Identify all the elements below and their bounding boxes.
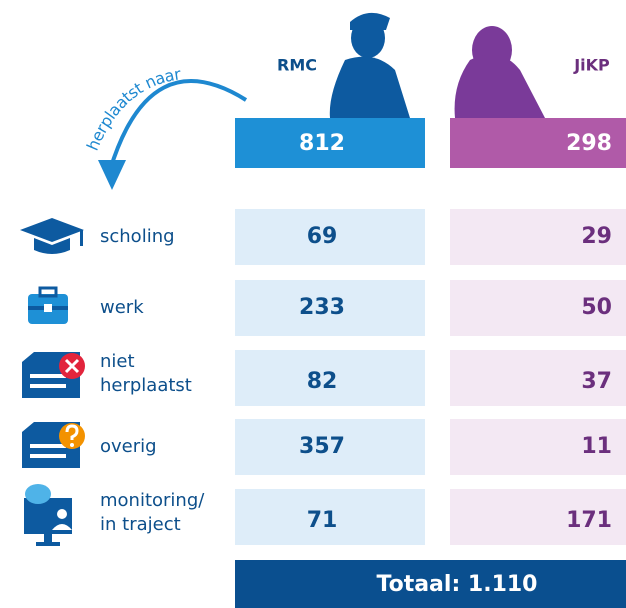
total-box — [235, 560, 626, 608]
row-label: monitoring/ — [100, 490, 205, 511]
rmc-value: 357 — [299, 434, 345, 459]
row-label: in traject — [100, 514, 181, 535]
icon-overig — [22, 422, 85, 468]
row-label: overig — [100, 436, 157, 457]
icon-monitoring — [24, 484, 72, 546]
rmc-cell — [235, 350, 425, 406]
total: Totaal: 1.110 — [377, 572, 538, 597]
rmc-cell — [235, 489, 425, 545]
jikp-figure — [454, 26, 545, 118]
rmc-label: RMC — [277, 56, 317, 75]
jikp-total: 298 — [566, 131, 612, 156]
rmc-value: 233 — [299, 295, 345, 320]
rmc-total: 812 — [299, 131, 345, 156]
icon-niet-herplaatst — [22, 352, 85, 398]
rmc-cell — [235, 280, 425, 336]
jikp-cell — [450, 280, 626, 336]
jikp-value: 171 — [566, 508, 612, 533]
arc-label: herplaatst naar — [82, 64, 182, 153]
jikp-value: 50 — [581, 295, 612, 320]
jikp-value: 37 — [581, 369, 612, 394]
arc-label-path: herplaatst naar — [82, 64, 182, 153]
arrow-head — [98, 160, 126, 190]
rmc-figure — [329, 12, 410, 118]
row-label: werk — [100, 297, 144, 318]
icon-scholing — [20, 218, 84, 254]
rmc-value: 71 — [307, 508, 338, 533]
jikp-value: 11 — [581, 434, 612, 459]
rmc-value: 82 — [307, 369, 338, 394]
jikp-value: 29 — [581, 224, 612, 249]
rmc-cell — [235, 419, 425, 475]
row-label: niet — [100, 351, 135, 372]
jikp-cell — [450, 419, 626, 475]
arc-arrow — [108, 79, 248, 171]
row-label: scholing — [100, 226, 175, 247]
jikp-label: JiKP — [573, 56, 610, 75]
icon-werk — [28, 286, 68, 324]
rmc-header-box — [235, 118, 425, 168]
jikp-cell — [450, 489, 626, 545]
rmc-value: 69 — [307, 224, 338, 249]
jikp-header-box — [450, 118, 626, 168]
jikp-cell — [450, 350, 626, 406]
rmc-cell — [235, 209, 425, 265]
row-label: herplaatst — [100, 375, 192, 396]
jikp-cell — [450, 209, 626, 265]
